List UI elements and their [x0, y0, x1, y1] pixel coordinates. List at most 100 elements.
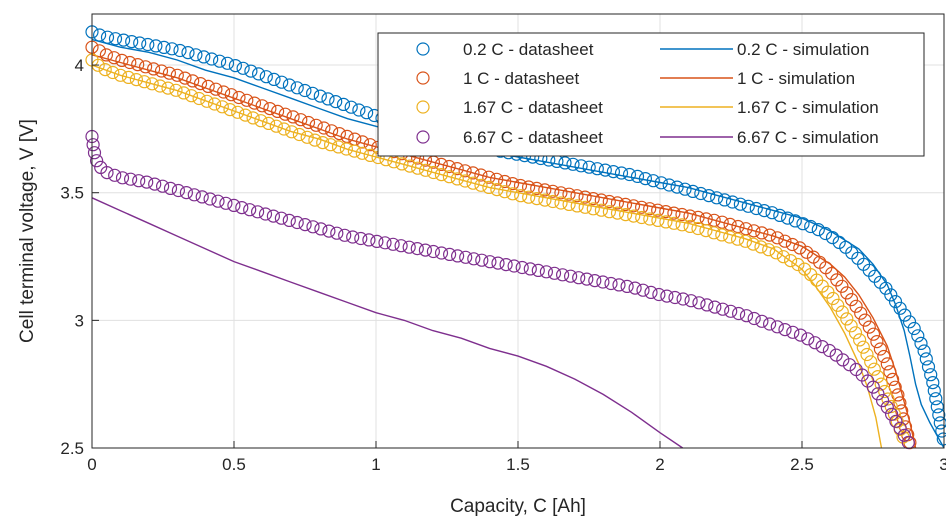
data-point	[691, 210, 705, 224]
data-point	[700, 298, 714, 312]
series-layer	[85, 25, 946, 450]
data-point	[515, 260, 529, 275]
data-point	[331, 140, 346, 154]
data-point	[490, 172, 504, 186]
data-point	[932, 408, 946, 422]
data-point	[676, 292, 690, 306]
data-point	[873, 342, 888, 356]
data-point	[482, 180, 496, 194]
data-point	[171, 183, 185, 198]
data-point	[113, 68, 128, 82]
data-point	[708, 300, 722, 314]
data-point	[467, 252, 481, 266]
data-point	[849, 299, 863, 313]
data-point	[594, 203, 609, 217]
data-point	[785, 237, 800, 252]
x-axis-label: Capacity, C [Ah]	[450, 496, 586, 517]
data-point	[538, 183, 552, 197]
data-point	[347, 144, 361, 158]
data-point	[875, 394, 890, 408]
data-point	[864, 355, 878, 369]
data-point	[874, 377, 888, 391]
data-point	[354, 231, 368, 246]
data-point	[246, 111, 260, 125]
data-point	[580, 272, 594, 286]
data-point	[554, 196, 568, 210]
data-point	[594, 193, 608, 207]
data-point	[880, 400, 894, 414]
data-point	[815, 340, 829, 354]
data-point	[635, 210, 649, 225]
data-point	[927, 384, 941, 398]
data-point	[213, 54, 227, 68]
data-point	[321, 92, 335, 106]
data-point	[710, 191, 724, 205]
data-point	[271, 104, 285, 119]
data-point	[539, 265, 554, 279]
data-point	[300, 130, 314, 144]
data-point	[739, 309, 754, 323]
data-point	[262, 116, 276, 131]
data-point	[290, 81, 304, 95]
data-point	[667, 206, 681, 220]
data-point	[141, 37, 155, 52]
data-point	[707, 226, 721, 240]
data-point	[450, 172, 464, 186]
data-point	[829, 348, 843, 362]
data-point	[179, 186, 193, 200]
x-tick-label: 0.5	[222, 455, 246, 474]
data-point	[505, 177, 520, 191]
data-point	[924, 368, 938, 382]
data-point	[145, 77, 159, 91]
data-point	[231, 105, 245, 119]
data-point	[313, 89, 327, 103]
data-point	[716, 302, 730, 316]
data-point	[562, 187, 576, 201]
y-axis-label: Cell terminal voltage, V [V]	[17, 119, 38, 343]
data-point	[546, 184, 560, 198]
data-point	[197, 50, 211, 64]
data-point	[531, 263, 545, 277]
data-point	[936, 432, 946, 446]
data-point	[154, 64, 169, 78]
data-point	[530, 192, 544, 206]
data-point	[426, 244, 440, 259]
data-point	[883, 365, 897, 379]
data-point	[654, 176, 668, 190]
data-point	[699, 224, 713, 238]
data-point	[474, 168, 488, 182]
data-point	[800, 245, 814, 259]
data-point	[770, 320, 784, 334]
data-point	[749, 201, 763, 216]
data-point	[644, 285, 658, 299]
data-point	[129, 72, 143, 87]
data-point	[215, 100, 229, 114]
series-1-67-c-datasheet	[85, 53, 910, 444]
data-point	[211, 194, 225, 208]
data-point	[332, 127, 346, 141]
data-point	[791, 257, 805, 272]
data-point	[757, 204, 771, 218]
data-point	[675, 218, 689, 232]
data-point	[618, 197, 633, 211]
data-point	[889, 414, 903, 428]
data-point	[634, 200, 649, 214]
data-point	[243, 203, 257, 217]
data-point	[513, 178, 528, 193]
data-point	[786, 325, 800, 339]
data-point	[92, 28, 107, 42]
data-point	[394, 239, 408, 253]
data-point	[181, 45, 195, 60]
legend-marker	[416, 130, 430, 144]
data-point	[410, 242, 424, 256]
data-point	[840, 312, 854, 326]
data-point	[161, 81, 175, 95]
data-point	[370, 234, 384, 248]
data-point	[269, 119, 283, 133]
data-point	[731, 219, 745, 234]
data-point	[602, 194, 616, 209]
data-point	[852, 333, 867, 347]
legend-marker	[416, 71, 430, 85]
data-point	[818, 226, 833, 241]
